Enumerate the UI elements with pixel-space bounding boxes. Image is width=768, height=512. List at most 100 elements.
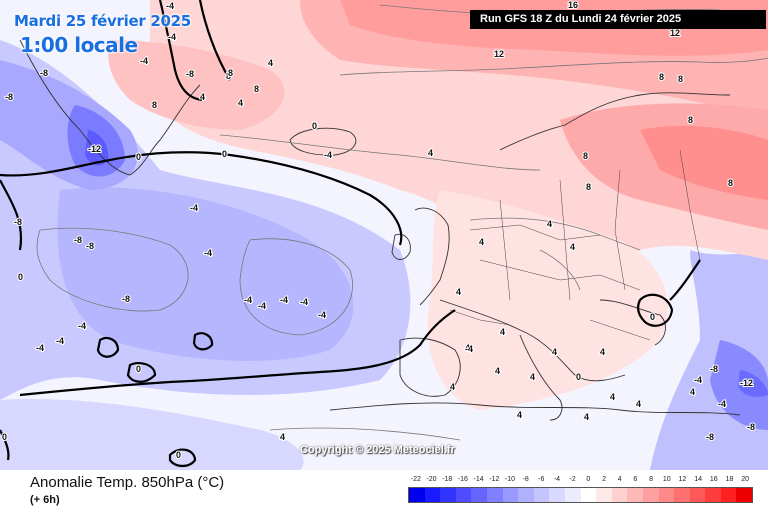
warm-anomaly-greenland-east — [108, 40, 285, 130]
contour-label: -4 — [190, 203, 198, 213]
contour-label: -4 — [718, 399, 726, 409]
legend-swatch — [658, 488, 675, 502]
warm-core-russia — [640, 125, 768, 200]
contour-label: -4 — [465, 344, 473, 354]
contour-label: 4 — [238, 98, 243, 108]
contour-label: 8 — [226, 71, 231, 81]
contour-label: 12 — [494, 49, 504, 59]
legend-swatch — [409, 488, 425, 502]
footer: Anomalie Temp. 850hPa (°C) (+ 6h) -22 -20… — [0, 470, 768, 512]
country-borders — [449, 149, 701, 341]
legend-swatch — [596, 488, 612, 502]
contour-label: 8 — [152, 100, 157, 110]
variable-title: Anomalie Temp. 850hPa (°C) — [30, 474, 225, 491]
legend-tick: -12 — [489, 476, 500, 483]
contour-label: 4 — [690, 387, 695, 397]
contour-label: -4 — [166, 1, 174, 11]
legend-tick: 18 — [725, 476, 734, 483]
contour-label: 0 — [136, 364, 141, 374]
legend-swatch — [611, 488, 628, 502]
coastlines — [19, 39, 741, 421]
contour-label: 4 — [547, 219, 552, 229]
contour-label: 4 — [584, 412, 589, 422]
contour-label: 4 — [552, 347, 557, 357]
legend-swatch — [502, 488, 519, 502]
warm-anomaly-europe — [427, 190, 668, 410]
contour-label: -4 — [694, 375, 702, 385]
contour-label: 8 — [728, 178, 733, 188]
legend-swatch — [549, 488, 565, 502]
legend-tick: 20 — [741, 476, 750, 483]
contour-label: 4 — [450, 382, 455, 392]
contour-label: -4 — [244, 295, 252, 305]
contour-label: 8 — [586, 182, 591, 192]
contour-label: -4 — [78, 321, 86, 331]
legend-swatch — [533, 488, 550, 502]
copyright: Copyright © 2025 Meteociel.fr — [300, 444, 455, 456]
contour-label: -8 — [186, 69, 194, 79]
legend-swatch — [689, 488, 706, 502]
contour-label: 4 — [636, 399, 641, 409]
contour-label: 4 — [600, 347, 605, 357]
legend-swatch — [486, 488, 503, 502]
contour-label: 12 — [670, 28, 680, 38]
contour-label: -4 — [280, 295, 288, 305]
contour-label: 4 — [479, 237, 484, 247]
legend-swatch — [674, 488, 690, 502]
contour-label: -4 — [204, 248, 212, 258]
legend-tick: -4 — [553, 476, 561, 483]
local-time: 1:00 locale — [20, 33, 138, 57]
legend-tick: -2 — [569, 476, 576, 483]
legend-swatch — [424, 488, 441, 502]
legend-swatch — [642, 488, 659, 502]
contour-label: -12 — [740, 378, 753, 388]
contour-label: -4 — [140, 56, 148, 66]
legend-tick: 4 — [617, 476, 622, 483]
contour-label: 0 — [650, 312, 655, 322]
contour-label: 0 — [2, 432, 7, 442]
contour-label: -4 — [36, 343, 44, 353]
legend-tick: -20 — [426, 476, 437, 483]
contour-label: 8 — [228, 68, 233, 78]
cold-band-south — [0, 399, 304, 470]
legend-tick: -6 — [538, 476, 545, 483]
forecast-offset: (+ 6h) — [30, 494, 60, 506]
legend-labels: -22 -20 -18 -16 -14 -12 -10 -8 -6 -4 -2 0 2 4 6 8 10 12 14… — [408, 476, 753, 487]
contour-label: 4 — [530, 372, 535, 382]
legend-swatch — [736, 488, 753, 502]
contour-label: -8 — [710, 364, 718, 374]
contour-label: -4 — [258, 301, 266, 311]
contour-labels: 16 12 12 8 8 8 8 8 8 8 4 4 4 4 4 4 4 4 4… — [1, 0, 756, 461]
contour-label: -4 — [56, 336, 64, 346]
contour-label: -8 — [40, 68, 48, 78]
contour-label: 4 — [428, 148, 433, 158]
contour-label: 16 — [568, 0, 578, 10]
legend-tick: -16 — [457, 476, 468, 483]
cold-anomaly-mid — [57, 187, 354, 361]
contour-label: 4 — [268, 58, 273, 68]
contour-label: 0 — [18, 272, 23, 282]
legend-tick: -10 — [504, 476, 515, 483]
legend-tick: -18 — [442, 476, 453, 483]
legend-tick: -22 — [410, 476, 421, 483]
zero-contours — [0, 0, 701, 468]
contour-label: -4 — [324, 150, 332, 160]
contour-label: 4 — [517, 410, 522, 420]
contour-label: -8 — [74, 235, 82, 245]
cold-core-east-deep — [738, 370, 768, 397]
contour-label: -4 — [168, 32, 176, 42]
legend-swatch — [440, 488, 456, 502]
contour-label: 4 — [500, 327, 505, 337]
contour-label: 8 — [254, 84, 259, 94]
run-info: Run GFS 18 Z du Lundi 24 février 2025 — [470, 10, 766, 29]
color-legend: -22 -20 -18 -16 -14 -12 -10 -8 -6 -4 -2 0 2 4 6 8 10 12 14… — [408, 476, 753, 503]
contour-label: -4 — [300, 297, 308, 307]
contour-label: -8 — [747, 422, 755, 432]
contour-label: 4 — [570, 242, 575, 252]
legend-tick: 14 — [694, 476, 703, 483]
anomaly-map: 16 12 12 8 8 8 8 8 8 8 4 4 4 4 4 4 4 4 4… — [0, 0, 768, 470]
contour-label: -8 — [14, 217, 22, 227]
legend-tick: 2 — [602, 476, 606, 483]
contour-label: 0 — [136, 152, 141, 162]
contour-label: 8 — [659, 72, 664, 82]
